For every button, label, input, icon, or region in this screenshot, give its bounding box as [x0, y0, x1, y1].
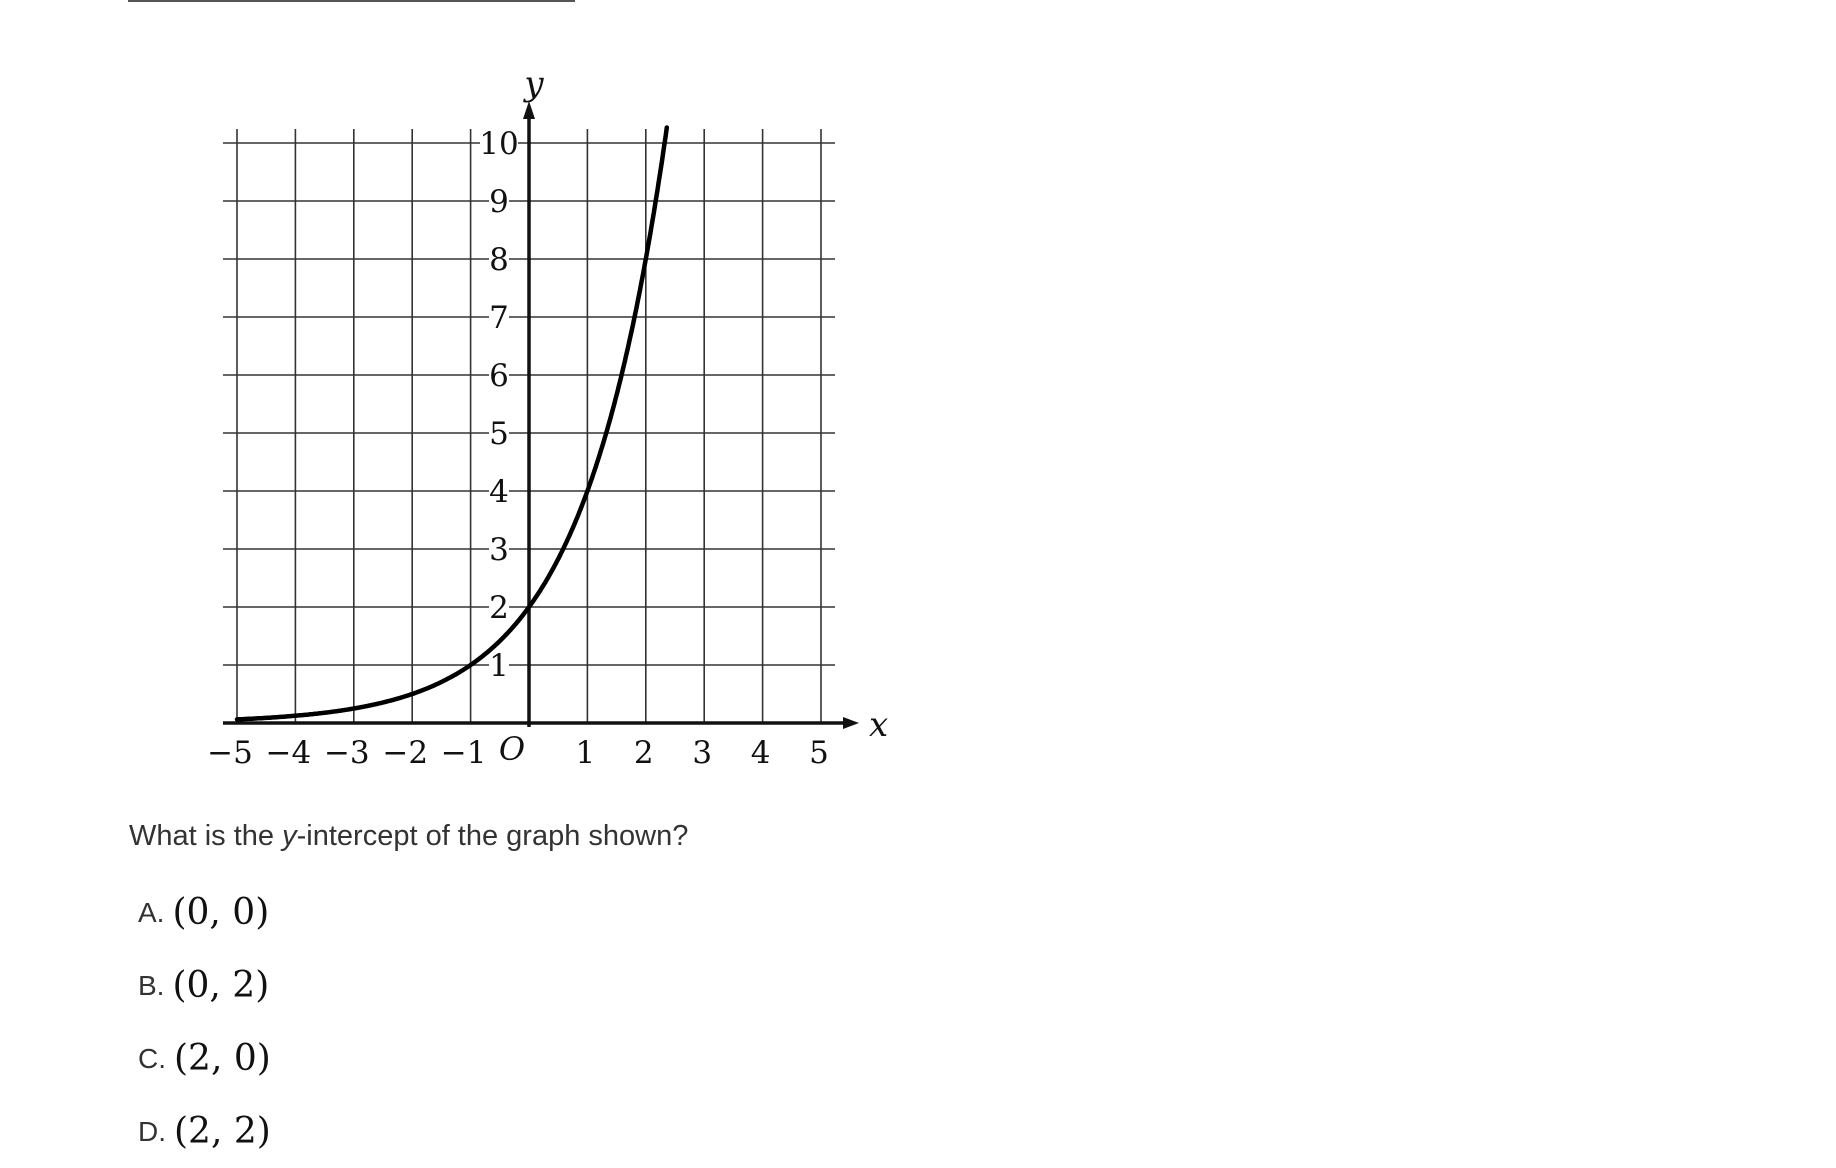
- choice-value: (2, 2): [174, 1111, 271, 1152]
- y-tick-label-bg: [489, 476, 509, 506]
- choice-value: (0, 0): [172, 892, 270, 933]
- x-tick-label: −5: [207, 735, 253, 771]
- y-tick-label: 7: [489, 300, 509, 336]
- choice-letter: C.: [138, 1042, 166, 1074]
- y-tick-label: 9: [489, 184, 509, 220]
- y-tick-label: 10: [479, 126, 518, 162]
- y-tick-label: 5: [489, 416, 509, 452]
- x-axis-arrow: [843, 717, 859, 729]
- y-tick-label-bg: [489, 592, 509, 622]
- y-tick-label-bg: [489, 244, 509, 274]
- exponential-curve: [234, 125, 670, 722]
- choice-c[interactable]: C. (2, 0): [138, 1022, 271, 1095]
- choice-letter: D.: [138, 1115, 166, 1147]
- y-tick-label: 8: [489, 242, 509, 278]
- y-axis-arrow: [523, 101, 535, 119]
- y-tick-label: 4: [489, 474, 509, 510]
- y-tick-label-bg: [489, 534, 509, 564]
- x-tick-label: 1: [576, 735, 596, 771]
- question-before: What is the: [129, 820, 283, 852]
- answer-choices: A. (0, 0) B. (0, 2) C. (2, 0) D. (2, 2): [138, 876, 271, 1168]
- question-after: -intercept of the graph shown?: [296, 820, 689, 852]
- x-tick-label: −2: [382, 735, 428, 771]
- y-axis-label: y: [522, 64, 544, 104]
- y-tick-label: 1: [489, 648, 509, 684]
- x-tick-label: 5: [809, 735, 829, 771]
- y-tick-label: 6: [489, 358, 509, 394]
- y-tick-label-bg: [489, 650, 509, 680]
- y-tick-label-bg: [489, 302, 509, 332]
- x-tick-label: −1: [441, 735, 487, 771]
- choice-value: (0, 2): [172, 965, 270, 1006]
- choice-d[interactable]: D. (2, 2): [138, 1095, 271, 1168]
- x-tick-label: 3: [692, 735, 712, 771]
- x-axis-label: x: [869, 705, 888, 745]
- origin-label: O: [499, 730, 525, 768]
- question-variable: y: [282, 820, 297, 852]
- x-tick-label: 4: [751, 735, 771, 771]
- y-tick-label-bg: [489, 418, 509, 448]
- top-divider: [128, 0, 575, 2]
- y-tick-label-bg: [489, 186, 509, 216]
- x-tick-label: 2: [634, 735, 654, 771]
- choice-b[interactable]: B. (0, 2): [138, 949, 271, 1022]
- choice-value: (2, 0): [174, 1038, 271, 1079]
- y-tick-label: 2: [489, 590, 509, 626]
- question-text: What is the y-intercept of the graph sho…: [129, 820, 688, 853]
- y-tick-label: 3: [489, 532, 509, 568]
- choice-letter: B.: [138, 969, 165, 1001]
- x-tick-label: −4: [266, 735, 312, 771]
- choice-a[interactable]: A. (0, 0): [138, 876, 271, 949]
- y-tick-label-bg: [480, 128, 518, 158]
- choice-letter: A.: [138, 896, 165, 928]
- y-tick-label-bg: [489, 360, 509, 390]
- exponential-graph: x y O −5 −4 −3 −2 −1 1 2 3 4 5 1 2 3 4 5 6 7 8 9 10: [207, 64, 888, 771]
- x-tick-label: −3: [324, 735, 370, 771]
